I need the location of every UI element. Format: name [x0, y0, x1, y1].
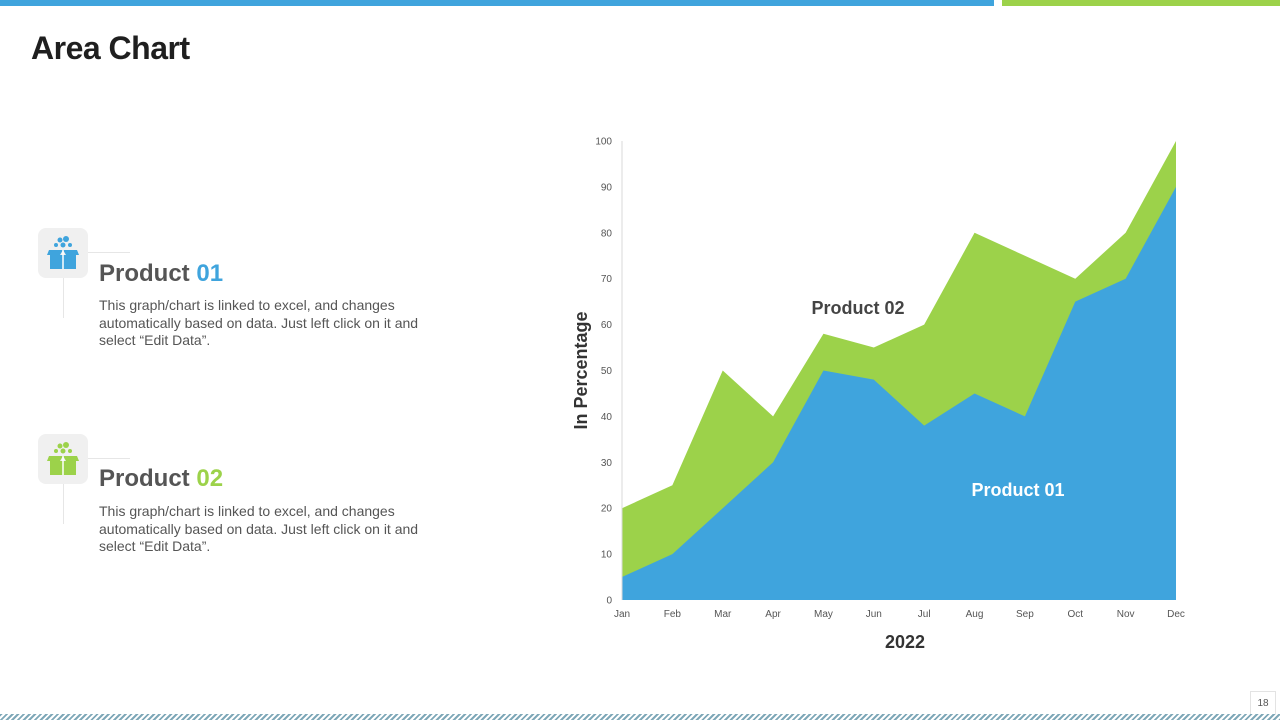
x-tick-label: Jan — [614, 609, 630, 620]
product-01-title: Product 01 — [99, 260, 223, 288]
x-tick-label: Mar — [714, 609, 732, 620]
top-accent-bar-blue — [0, 0, 994, 6]
x-tick-label: Aug — [966, 609, 984, 620]
product-01-number: 01 — [196, 260, 224, 287]
x-tick-label: May — [814, 609, 833, 620]
area-chart: 0 10 20 30 40 50 60 70 80 90 100 Jan Feb Mar Apr May Jun… — [571, 137, 1185, 653]
box-icon — [47, 442, 79, 475]
product-01-description: This graph/chart is linked to excel, and… — [99, 297, 419, 348]
y-tick-label: 60 — [601, 320, 613, 331]
product-01-icon-box — [38, 228, 88, 278]
x-axis-title: 2022 — [885, 632, 925, 652]
box-icon — [47, 236, 79, 269]
top-accent-bar-green — [1002, 0, 1280, 6]
y-tick-label: 0 — [606, 596, 612, 607]
y-tick-label: 30 — [601, 458, 613, 469]
product-02-number: 02 — [196, 465, 224, 492]
x-tick-label: Dec — [1167, 609, 1185, 620]
connector-line — [88, 458, 130, 459]
product-02-icon-box — [38, 434, 88, 484]
y-tick-label: 70 — [601, 274, 613, 285]
x-tick-label: Sep — [1016, 609, 1034, 620]
y-tick-label: 10 — [601, 550, 613, 561]
y-tick-label: 90 — [601, 182, 613, 193]
x-tick-label: Nov — [1117, 609, 1135, 620]
y-tick-label: 80 — [601, 228, 613, 239]
connector-line — [88, 252, 130, 253]
product-02-name: Product — [99, 465, 197, 492]
series-label-product-02: Product 02 — [811, 298, 904, 318]
y-tick-label: 20 — [601, 504, 613, 515]
x-tick-label: Jul — [918, 609, 931, 620]
y-axis-title: In Percentage — [571, 311, 591, 429]
page-number: 18 — [1250, 691, 1276, 715]
connector-line — [63, 278, 64, 318]
x-tick-label: Apr — [765, 609, 781, 620]
x-tick-label: Feb — [664, 609, 682, 620]
x-tick-label: Oct — [1067, 609, 1083, 620]
x-tick-label: Jun — [866, 609, 882, 620]
product-01-name: Product — [99, 260, 197, 287]
y-tick-label: 40 — [601, 412, 613, 423]
footer-stripe — [0, 714, 1280, 720]
product-02-title: Product 02 — [99, 465, 223, 493]
product-02-description: This graph/chart is linked to excel, and… — [99, 503, 419, 554]
series-area-product-01 — [622, 186, 1176, 600]
series-label-product-01: Product 01 — [971, 480, 1064, 500]
connector-line — [63, 484, 64, 524]
y-tick-label: 100 — [595, 137, 612, 148]
y-tick-label: 50 — [601, 366, 613, 377]
slide-title: Area Chart — [31, 30, 190, 66]
